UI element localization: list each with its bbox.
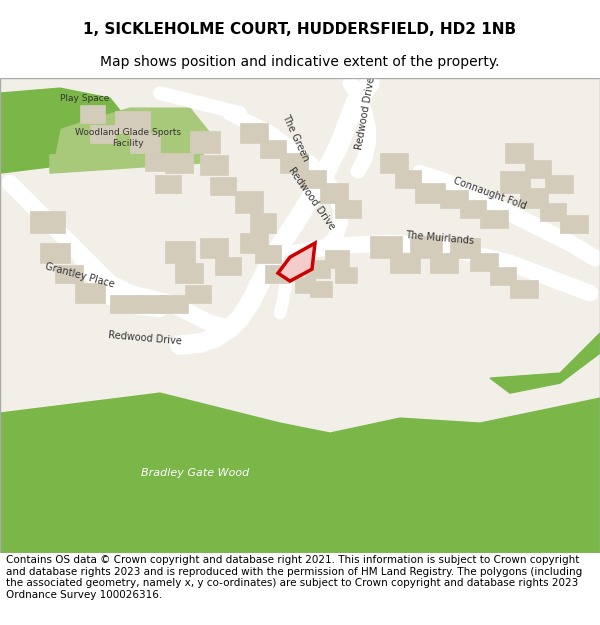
Bar [215,257,241,275]
Bar [335,200,361,218]
Bar [370,236,402,258]
Bar [505,143,533,163]
Bar [295,277,315,293]
Bar [175,263,203,283]
Bar [410,236,442,258]
Bar [40,243,70,263]
Bar [320,183,348,203]
Bar [200,238,228,258]
Text: Grantley Place: Grantley Place [44,261,116,289]
Polygon shape [0,393,600,553]
Bar [430,253,458,273]
Bar [240,233,268,253]
Text: Play Space: Play Space [61,94,110,102]
Bar [55,265,83,283]
Text: Redwood Drive: Redwood Drive [108,330,182,346]
Bar [415,183,445,203]
Bar [480,210,508,228]
Text: Woodland Glade Sports
Facility: Woodland Glade Sports Facility [75,128,181,148]
Bar [560,215,588,233]
Bar [75,283,105,303]
Bar [260,140,286,158]
Bar [240,123,268,143]
Bar [250,213,276,233]
Polygon shape [0,103,60,158]
Text: Redwood Drive: Redwood Drive [353,76,376,150]
Bar [235,191,263,213]
Bar [145,153,173,171]
Bar [310,281,332,297]
Bar [490,267,516,285]
Text: The Green: The Green [280,113,310,163]
Text: Map shows position and indicative extent of the property.: Map shows position and indicative extent… [100,54,500,69]
Bar [255,245,281,263]
Bar [165,153,193,173]
Bar [90,125,115,143]
Bar [210,177,236,195]
Bar [110,295,142,313]
Text: Connaught Fold: Connaught Fold [452,175,528,211]
Bar [325,250,349,268]
Bar [520,188,548,208]
Polygon shape [0,88,130,173]
Bar [390,253,420,273]
Bar [130,133,160,153]
Text: The Muirlands: The Muirlands [405,230,475,246]
Bar [450,238,480,258]
Bar [115,111,150,133]
Text: Redwood Drive: Redwood Drive [287,165,337,231]
Bar [540,203,566,221]
Bar [470,253,498,271]
Bar [305,260,330,278]
Bar [265,265,289,283]
Bar [335,267,357,283]
Bar [30,211,65,233]
Bar [440,190,468,208]
Bar [160,295,188,313]
Polygon shape [490,333,600,393]
Bar [525,160,551,178]
Bar [545,175,573,193]
Bar [500,171,530,193]
Bar [460,200,486,218]
Bar [155,175,181,193]
Bar [300,170,326,188]
Text: 1, SICKLEHOLME COURT, HUDDERSFIELD, HD2 1NB: 1, SICKLEHOLME COURT, HUDDERSFIELD, HD2 … [83,22,517,37]
Bar [190,131,220,153]
Bar [280,153,308,173]
Polygon shape [50,108,210,173]
Bar [200,155,228,175]
Text: Bradley Gate Wood: Bradley Gate Wood [141,468,249,478]
Bar [135,295,165,313]
Bar [510,280,538,298]
Polygon shape [278,243,315,281]
Bar [395,170,421,188]
Bar [80,105,105,123]
Bar [380,153,408,173]
Bar [165,241,195,263]
Text: Contains OS data © Crown copyright and database right 2021. This information is : Contains OS data © Crown copyright and d… [6,555,582,600]
Bar [185,285,211,303]
